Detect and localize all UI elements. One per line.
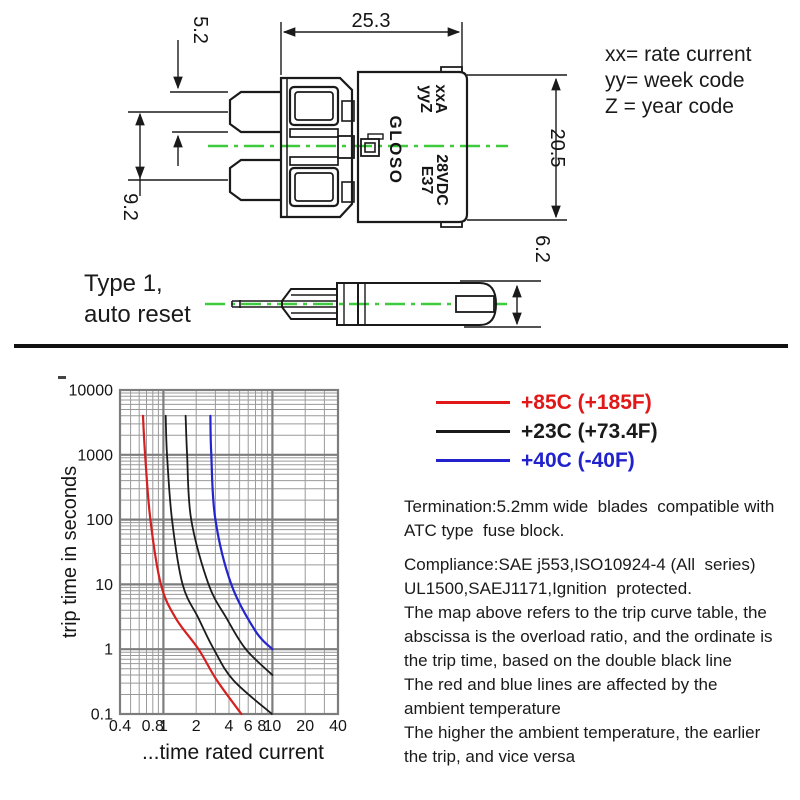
chart-grid xyxy=(118,388,340,716)
technical-drawing: 25.3 5.2 9.2 20.5 6.2 xxA yyZ GLOSO 28VD… xyxy=(14,10,788,348)
note-higher-1: The higher the ambient temperature, the … xyxy=(404,723,761,742)
side-holder xyxy=(281,288,337,320)
divider-band-bottom xyxy=(289,156,339,166)
plot-border xyxy=(118,388,340,716)
trip-curve xyxy=(209,414,274,651)
reset-button-outer xyxy=(360,138,380,157)
trip-curve xyxy=(141,414,243,716)
y-tick-label: 10 xyxy=(95,577,113,594)
note-compliance-2: UL1500,SAEJ1171,Ignition protected. xyxy=(404,579,692,598)
side-view xyxy=(231,282,498,326)
ext-lines-top xyxy=(280,22,463,75)
legend-label-23c: +23C (+73.4F) xyxy=(521,419,658,443)
type-label-line1: Type 1, xyxy=(84,270,163,297)
note-higher-2: the trip, and vice versa xyxy=(404,747,576,766)
chart-legend: +85C (+185F) +23C (+73.4F) +40C (-40F) xyxy=(436,388,658,475)
x-tick-label: 0.4 xyxy=(109,718,131,735)
cavity-top-inner xyxy=(294,91,334,121)
legend-label-40c: +40C (-40F) xyxy=(521,448,635,472)
dimensions xyxy=(128,22,567,328)
y-tick-label: 10000 xyxy=(69,383,114,400)
type-label: Type 1, auto reset xyxy=(84,268,191,330)
x-tick-label: 40 xyxy=(329,718,347,735)
note-compliance-1: Compliance:SAE j553,ISO10924-4 (All seri… xyxy=(404,555,756,574)
x-axis-label: ...time rated current xyxy=(142,741,324,764)
note-termination-2: ATC type fuse block. xyxy=(404,521,565,540)
ext-lines-right xyxy=(467,74,567,221)
legend-label-85c: +85C (+185F) xyxy=(521,390,652,414)
front-view xyxy=(228,66,469,228)
trip-curve xyxy=(164,414,273,715)
marking-week-code: yyZ xyxy=(417,85,434,113)
stray-mark xyxy=(58,376,66,379)
cavity-top-outer xyxy=(288,85,340,127)
y-tick-label: 0.1 xyxy=(91,707,113,724)
side-blade xyxy=(231,300,282,308)
cavity-bottom-outer xyxy=(288,166,340,208)
notes-block: Termination:5.2mm wide blades compatible… xyxy=(404,495,794,769)
ext-lines-left xyxy=(128,91,228,181)
legend-row-85c: +85C (+185F) xyxy=(436,388,658,417)
x-tick-label: 10 xyxy=(264,718,282,735)
brand-label: GLOSO xyxy=(386,116,405,185)
code-legend-line3: Z = year code xyxy=(605,95,734,118)
reset-button-inner xyxy=(364,142,376,153)
code-legend: xx= rate current yy= week code Z = year … xyxy=(605,42,751,120)
note-map-1: The map above refers to the trip curve t… xyxy=(404,603,767,622)
type-label-line2: auto reset xyxy=(84,301,191,328)
cavity-bottom-inner xyxy=(294,172,334,202)
dim-20-5-label: 20.5 xyxy=(546,129,568,168)
body-tab-bottom xyxy=(440,222,463,228)
code-legend-line1: xx= rate current xyxy=(605,43,752,66)
note-ambient-2: ambient temperature xyxy=(404,699,561,718)
section-divider xyxy=(14,344,788,348)
note-termination-1: Termination:5.2mm wide blades compatible… xyxy=(404,497,775,516)
note-ambient-1: The red and blue lines are affected by t… xyxy=(404,675,718,694)
ext-lines-side xyxy=(460,280,541,328)
x-tick-label: 0.8 xyxy=(142,718,164,735)
side-slot xyxy=(455,295,495,313)
step-top xyxy=(341,100,355,122)
side-can xyxy=(357,282,498,326)
x-tick-label: 8 xyxy=(257,718,266,735)
y-axis-label: trip time in seconds xyxy=(59,466,81,638)
legend-line-red xyxy=(436,401,510,404)
y-tick-label: 1 xyxy=(104,642,113,659)
step-bottom xyxy=(341,181,355,203)
side-holder-ribs xyxy=(282,294,337,314)
x-tick-label: 1 xyxy=(159,718,168,735)
divider-band-top xyxy=(289,128,339,138)
x-tick-label: 4 xyxy=(225,718,234,735)
button-tab xyxy=(367,133,384,140)
legend-row-40c: +40C (-40F) xyxy=(436,446,658,475)
y-tick-label: 100 xyxy=(86,512,113,529)
body-outline xyxy=(356,70,469,224)
dim-5-2-label: 5.2 xyxy=(189,16,211,44)
marking-current-code: xxA xyxy=(432,84,449,114)
trip-curve xyxy=(184,414,274,676)
x-tick-label: 2 xyxy=(192,718,201,735)
x-tick-label: 20 xyxy=(296,718,314,735)
blade-top xyxy=(228,90,281,134)
code-legend-line2: yy= week code xyxy=(605,69,745,92)
housing-outline xyxy=(279,76,354,219)
chart-curves xyxy=(141,414,274,716)
marking-series: E37 xyxy=(418,166,435,195)
center-tab xyxy=(337,135,355,159)
blade-bottom xyxy=(228,158,281,202)
note-map-3: the trip time, based on the double black… xyxy=(404,651,732,670)
y-tick-label: 1000 xyxy=(77,447,113,464)
dim-6-2-label: 6.2 xyxy=(531,235,553,263)
marking-voltage: 28VDC xyxy=(433,154,450,206)
note-map-2: abscissa is the overload ratio, and the … xyxy=(404,627,773,646)
legend-line-black xyxy=(436,430,510,433)
legend-row-23c: +23C (+73.4F) xyxy=(436,417,658,446)
legend-line-blue xyxy=(436,459,510,462)
dim-25-3-label: 25.3 xyxy=(352,10,391,32)
dim-9-2-label: 9.2 xyxy=(119,193,141,221)
x-tick-label: 6 xyxy=(244,718,253,735)
